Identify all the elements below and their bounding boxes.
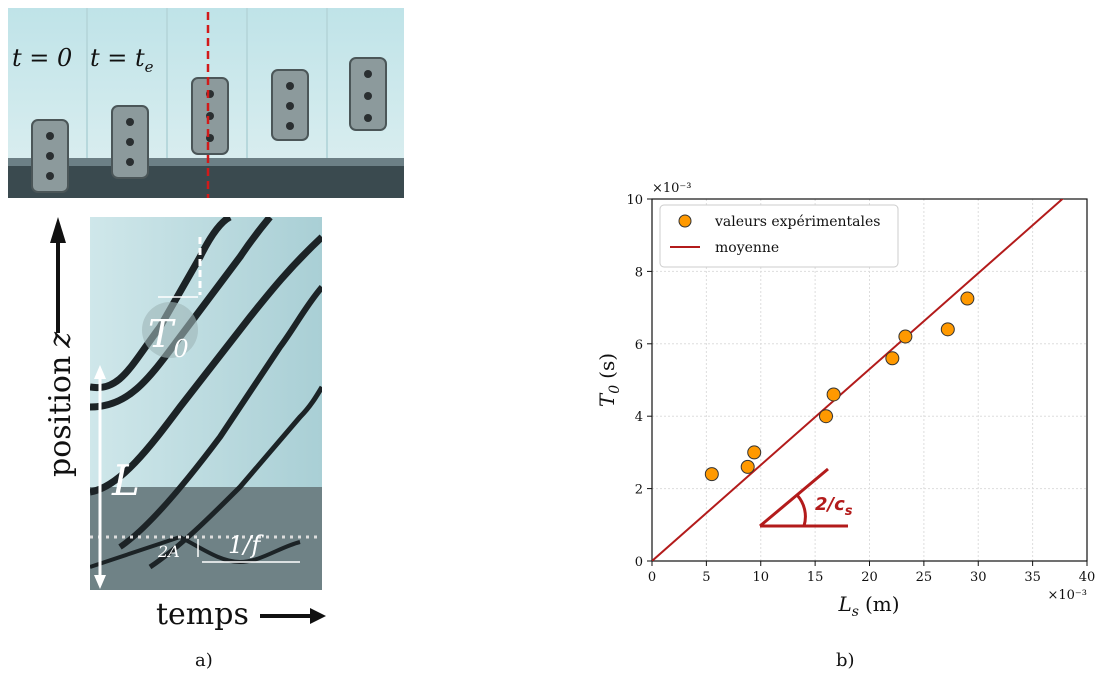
x-tick-label: 40 [1079,570,1096,585]
slope-label: 2/cs [815,494,853,519]
x-ticks: 0 5 10 15 20 25 30 35 40 [648,561,1095,585]
y-axis-label-var: T [595,392,619,407]
y-tick-label: 10 [626,193,643,208]
cylinder-frame-1 [31,119,69,193]
y-axis-label-sub: 0 [607,385,623,394]
data-point [898,329,913,344]
series-line-group [652,199,1064,561]
y-axis-label: T0 (s) [595,353,623,407]
temps-arrow-head [310,608,326,624]
series-line-moyenne [652,199,1064,561]
label-T0-main: T [148,312,176,356]
data-point [960,291,975,306]
label-T0-sub: 0 [173,335,188,363]
cylinder-frame-2 [111,105,149,179]
label-2A: 2A [157,542,180,561]
legend-marker-points [678,214,692,228]
chart: 0 5 10 15 20 25 30 35 40 0 2 4 6 8 10 ×10⁻³ ×10⁻³ Ls (… [595,181,1095,620]
position-label-var: z [43,332,78,349]
slope-label-sub: s [845,504,853,519]
kymograph: T0 L 2A 1/f [90,217,322,590]
y-tick-label: 8 [635,265,643,280]
L-arrow-bottom-head [94,575,106,589]
data-point [819,409,833,424]
y-tick-label: 2 [635,483,643,498]
cylinder-frame-3 [191,77,229,155]
x-tick-label: 10 [752,570,769,585]
x-tick-label: 25 [916,570,933,585]
slope-diagonal [759,467,829,528]
legend-box [659,204,899,268]
y-tick-label: 4 [635,410,643,425]
slope-arc [795,493,807,527]
label-t0: t = 0 [12,44,72,72]
data-point [885,351,900,366]
position-axis: position z [43,217,78,477]
slope-label-main: 2/c [815,494,845,515]
position-label-word: position [43,356,78,477]
label-inv-f: 1/f [228,531,264,559]
y-tick-label: 0 [635,555,643,570]
legend: valeurs expérimentales moyenne [659,204,899,268]
label-te-main: t = t [90,44,145,72]
y-multiplier: ×10⁻³ [652,181,692,196]
x-multiplier: ×10⁻³ [1047,588,1087,603]
legend-label-points: valeurs expérimentales [714,214,880,230]
x-axis-label-var: L [837,592,851,616]
slope-indicator: 2/cs [759,467,853,528]
label-te: t = te [90,44,154,76]
y-axis-label-unit: (s) [595,353,619,379]
x-tick-label: 35 [1024,570,1041,585]
y-tick-label: 6 [635,338,643,353]
series-points-group [704,291,975,482]
x-tick-label: 5 [702,570,710,585]
x-tick-label: 15 [807,570,824,585]
x-tick-label: 0 [648,570,656,585]
y-ticks: 0 2 4 6 8 10 [626,193,652,570]
data-point [704,467,719,482]
x-axis-label-sub: s [852,604,859,620]
t0-highlight [142,302,198,358]
x-axis-label: Ls (m) [837,592,899,620]
cylinder-frame-5 [349,57,387,131]
legend-label-line: moyenne [715,240,779,256]
label-L: L [111,456,140,505]
label-te-sub: e [145,58,154,76]
temps-axis: temps [156,597,326,632]
position-label: position z [43,332,78,477]
data-point [747,445,762,460]
x-tick-label: 20 [861,570,878,585]
caption-a: a) [195,650,213,671]
photo-sequence: t = 0 t = te [8,8,404,198]
position-arrow-head [50,217,66,243]
L-arrow-top-head [94,365,106,379]
caption-b: b) [836,650,855,671]
cylinder-frame-4 [271,69,309,141]
x-tick-label: 30 [970,570,987,585]
label-T0: T0 [148,312,189,363]
data-point [940,322,955,337]
data-point [826,387,841,402]
x-axis-label-unit: (m) [865,592,900,616]
data-point [740,459,755,474]
temps-label: temps [156,597,249,632]
